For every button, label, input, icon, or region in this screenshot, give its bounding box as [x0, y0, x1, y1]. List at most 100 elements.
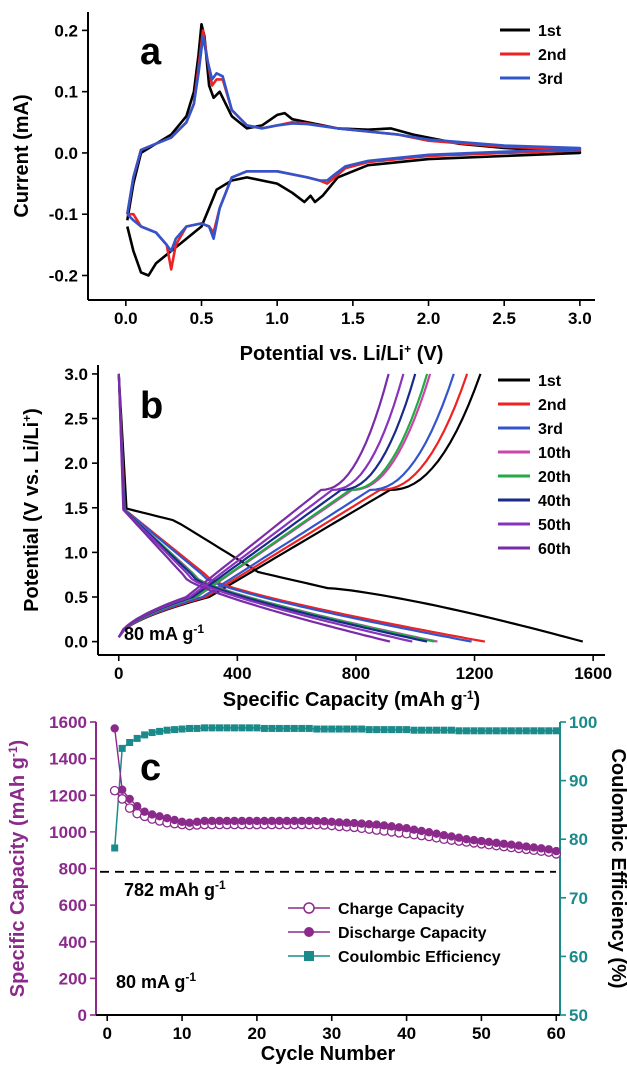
panel-c-discharge-point — [439, 830, 449, 840]
panel-c-discharge-point — [454, 833, 464, 842]
panel-b-x-tick-label: 0 — [114, 664, 123, 683]
panel-c-efficiency-point — [111, 844, 119, 852]
panel-c-discharge-point — [222, 816, 232, 826]
panel-a-x-tick-label: 2.0 — [417, 309, 441, 328]
panel-c-discharge-point — [387, 822, 396, 831]
panel-c-charge-point — [124, 803, 135, 813]
panel-c-discharge-point — [305, 816, 314, 826]
panel-b-legend-label: 40th — [538, 493, 571, 510]
panel-c-efficiency-point — [215, 724, 223, 732]
panel-c-efficiency-point — [320, 725, 328, 733]
panel-c-efficiency-line — [113, 727, 557, 849]
panel-a-x-title-main: Potential vs. Li/Li — [240, 343, 404, 365]
panel-b-x-tick-label: 800 — [342, 664, 370, 683]
panel-c-discharge-point — [357, 819, 366, 828]
panel-c-efficiency-point — [305, 724, 313, 732]
panel-c-discharge-point — [492, 838, 501, 848]
panel-b-x-title-suffix: ) — [474, 689, 481, 711]
panel-b-x-tick-label: 400 — [223, 664, 251, 683]
panel-b: 0 400 800 1200 1600 0.0 0.5 1.0 1.5 2.0 2.5 3.0 1st 2… — [20, 365, 612, 711]
panel-c-discharge-point — [132, 802, 142, 811]
panel-c-y-tick-label: 1400 — [49, 750, 87, 769]
panel-c-efficiency-point — [245, 724, 253, 732]
panel-c-y-tick-label: 0 — [78, 1006, 87, 1025]
panel-c-efficiency-point — [238, 724, 246, 732]
panel-c-discharge-point — [537, 844, 546, 853]
panel-b-legend-label: 2nd — [538, 397, 566, 414]
panel-c-efficiency-point — [492, 727, 500, 735]
panel-a-series-3rd — [126, 35, 582, 253]
panel-c-discharge-point — [290, 816, 299, 826]
panel-a-series-1st — [126, 22, 582, 277]
panel-a-x-tick-label: 0.5 — [190, 309, 214, 328]
panel-a-x-title-suffix: (V) — [411, 343, 443, 365]
panel-c-efficiency-point — [275, 724, 283, 732]
panel-c-y-tick-label-right: 80 — [569, 830, 588, 849]
panel-a-y-title: Current (mA) — [11, 94, 33, 217]
panel-a-letter: a — [140, 31, 162, 73]
panel-c-efficiency-point — [403, 726, 411, 734]
panel-c-efficiency-point — [477, 727, 485, 735]
panel-c-discharge-point — [372, 820, 381, 829]
panel-c-discharge-point — [207, 816, 217, 826]
panel-c-y-tick-label-right: 60 — [569, 947, 588, 966]
panel-c-discharge-point — [552, 846, 561, 856]
panel-c-discharge-point — [260, 816, 269, 826]
panel-b-discharge-40th — [117, 373, 428, 643]
panel-c-efficiency-point — [395, 726, 403, 734]
panel-c-x-tick-label: 50 — [472, 1024, 491, 1043]
panel-c-efficiency-point — [253, 724, 261, 732]
panel-c-discharge-point — [522, 842, 531, 851]
panel-c-discharge-point — [230, 816, 239, 826]
panel-c-efficiency-point — [507, 727, 515, 735]
panel-c-x-tick-label: 40 — [397, 1024, 416, 1043]
panel-a-x-title: Potential vs. Li/Li+ (V) — [240, 342, 444, 365]
panel-c-y-tick-label: 1200 — [49, 786, 87, 805]
panel-c-efficiency-point — [186, 724, 194, 732]
panel-c-discharge-point — [192, 817, 202, 827]
panel-c-efficiency-point — [373, 726, 381, 734]
panel-c-y-title: Specific Capacity (mAh g-1) — [6, 740, 29, 997]
panel-c-discharge-point — [514, 841, 524, 850]
panel-b-y-tick-label: 1.5 — [64, 499, 88, 518]
panel-c-discharge-point — [140, 807, 149, 816]
panel-c-efficiency-point — [290, 724, 298, 732]
panel-c-discharge-point — [394, 823, 404, 832]
panel-c-efficiency-point — [522, 727, 530, 735]
panel-c-efficiency-point — [328, 725, 336, 733]
panel-c-x-tick-label: 10 — [173, 1024, 192, 1043]
panel-a: 0.0 0.5 1.0 1.5 2.0 2.5 3.0 -0.2 -0.1 0.0 0.1 0.2 1s… — [11, 12, 595, 365]
panel-c-rate-label-main: 80 mA g — [116, 972, 185, 992]
panel-c-efficiency-point — [380, 726, 388, 734]
panel-c-efficiency-point — [163, 726, 171, 734]
panel-c-legend-label: Discharge Capacity — [338, 925, 487, 942]
panel-c-reference-label-sup: -1 — [215, 878, 226, 892]
panel-b-rate-label-sup: -1 — [193, 622, 204, 636]
panel-c-discharge-point — [364, 819, 374, 829]
panel-c-efficiency-point — [425, 726, 433, 734]
panel-b-y-tick-label: 3.0 — [64, 365, 88, 384]
panel-c-efficiency-point — [485, 727, 493, 735]
panel-c-y-tick-label: 1000 — [49, 823, 87, 842]
panel-c-efficiency-point — [156, 727, 164, 735]
panel-c-y-tick-label: 600 — [59, 896, 87, 915]
panel-c: 0 10 20 30 40 50 60020040060080010001200140016… — [6, 713, 627, 1065]
panel-c-rate-label: 80 mA g-1 — [116, 970, 196, 992]
panel-c-efficiency-point — [141, 731, 149, 739]
panel-c-efficiency-point — [515, 727, 523, 735]
panel-c-x-tick-label: 30 — [322, 1024, 341, 1043]
panel-c-discharge-point — [275, 816, 284, 826]
panel-c-charge-point — [117, 794, 128, 804]
panel-b-legend-label: 60th — [538, 541, 571, 558]
panel-b-y-title-suffix: ) — [21, 408, 43, 415]
panel-c-efficiency-point — [335, 725, 343, 733]
panel-c-efficiency-point — [388, 726, 396, 734]
panel-c-legend-marker — [303, 902, 315, 914]
panel-c-efficiency-point — [418, 726, 426, 734]
panel-b-y-title-sup: + — [20, 415, 34, 422]
panel-c-efficiency-point — [537, 727, 545, 735]
panel-b-legend-label: 10th — [538, 445, 571, 462]
panel-a-y-tick-label: 0.0 — [54, 144, 78, 163]
panel-b-discharge-60th — [117, 373, 391, 643]
